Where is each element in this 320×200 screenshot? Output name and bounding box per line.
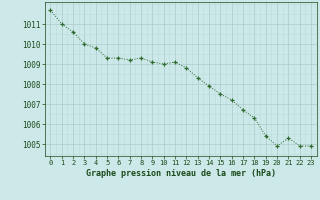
X-axis label: Graphe pression niveau de la mer (hPa): Graphe pression niveau de la mer (hPa) [86,169,276,178]
